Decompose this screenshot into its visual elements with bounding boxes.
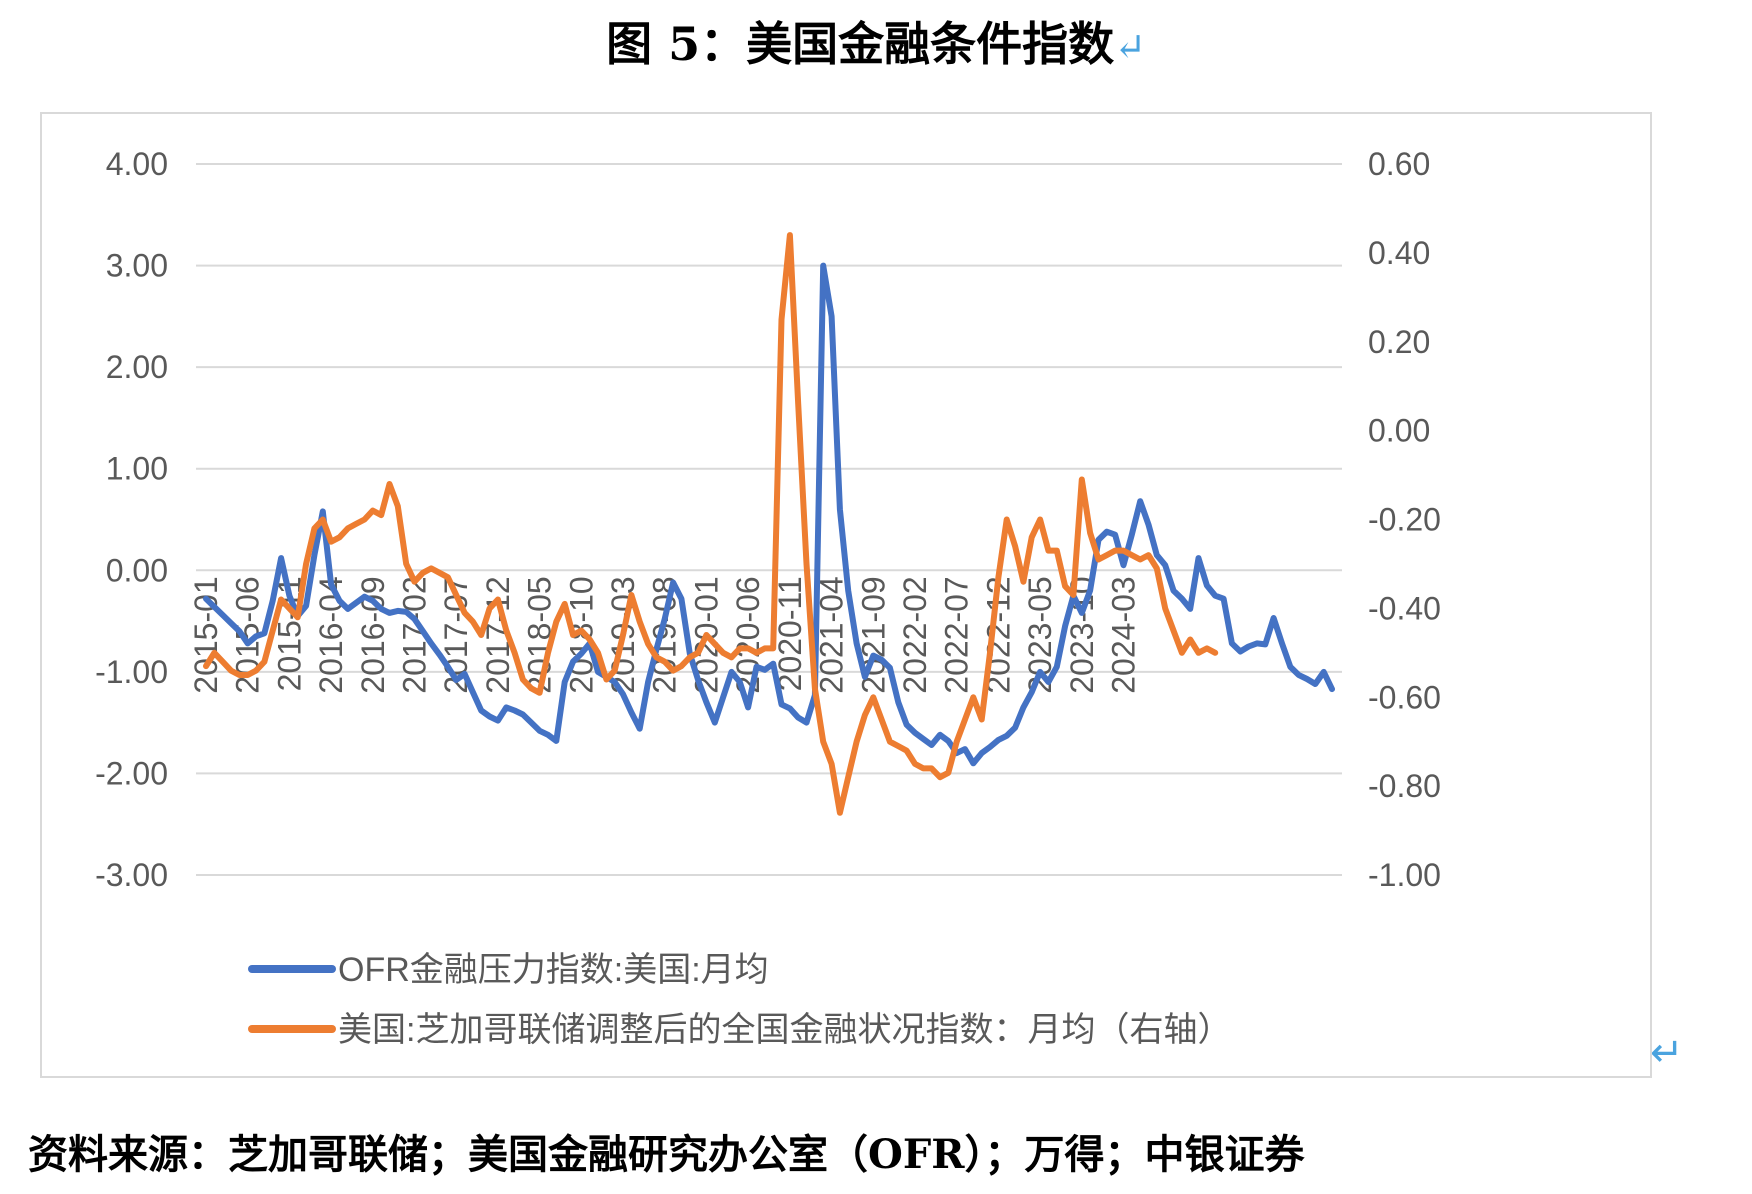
source-note: 资料来源：芝加哥联储；美国金融研究办公室（OFR）；万得；中银证券 [28, 1131, 1305, 1178]
x-axis-tick-label: 2016-09 [355, 576, 391, 693]
left-axis-tick-label: 1.00 [106, 451, 168, 487]
x-axis-tick-label: 2016-04 [313, 576, 349, 693]
series-line-nfci [203, 232, 1219, 816]
x-axis-tick-label: 2021-09 [855, 576, 891, 693]
right-axis-tick-label: 0.00 [1368, 413, 1430, 449]
right-axis-tick-label: -0.40 [1368, 590, 1441, 626]
line-chart: 4.00 3.00 2.00 1.00 0.00 -1.00 -2.00 -3.00 0.60 0… [95, 146, 1441, 1049]
right-axis-tick-label: -0.20 [1368, 502, 1441, 538]
left-axis-tick-label: -2.00 [95, 755, 168, 791]
title-text: 图 5：美国金融条件指数 [606, 17, 1115, 71]
return-mark-icon: ↵ [1650, 1030, 1684, 1076]
right-axis-tick-label: 0.20 [1368, 324, 1430, 360]
right-axis-tick-label: 0.60 [1368, 146, 1430, 182]
left-axis-tick-label: 4.00 [106, 146, 168, 182]
series-line-ofr [203, 262, 1335, 767]
right-axis-tick-label: -0.60 [1368, 679, 1441, 715]
right-axis-tick-label: -1.00 [1368, 857, 1441, 893]
right-axis-tick-label: -0.80 [1368, 768, 1441, 804]
legend-label-ofr: OFR金融压力指数:美国:月均 [338, 951, 769, 989]
right-axis-tick-label: 0.40 [1368, 235, 1430, 271]
x-axis-tick-label: 2022-07 [939, 576, 975, 693]
legend-label-nfci: 美国:芝加哥联储调整后的全国金融状况指数：月均（右轴） [338, 1011, 1231, 1049]
x-axis-tick-label: 2023-10 [1064, 576, 1100, 693]
left-axis-tick-label: -1.00 [95, 654, 168, 690]
chart-frame: 4.00 3.00 2.00 1.00 0.00 -1.00 -2.00 -3.00 0.60 0… [40, 112, 1652, 1078]
x-axis-tick-label: 2024-03 [1105, 576, 1141, 693]
left-axis-tick-label: -3.00 [95, 857, 168, 893]
left-axis-tick-label: 3.00 [106, 248, 168, 284]
left-axis-tick-label: 2.00 [106, 349, 168, 385]
return-mark-icon: ↵ [1114, 25, 1146, 69]
page-title: 图 5：美国金融条件指数↵ [0, 8, 1752, 74]
x-axis-tick-label: 2022-02 [897, 576, 933, 693]
left-axis-tick-label: 0.00 [106, 552, 168, 588]
x-axis-tick-label: 2015-01 [188, 576, 224, 693]
